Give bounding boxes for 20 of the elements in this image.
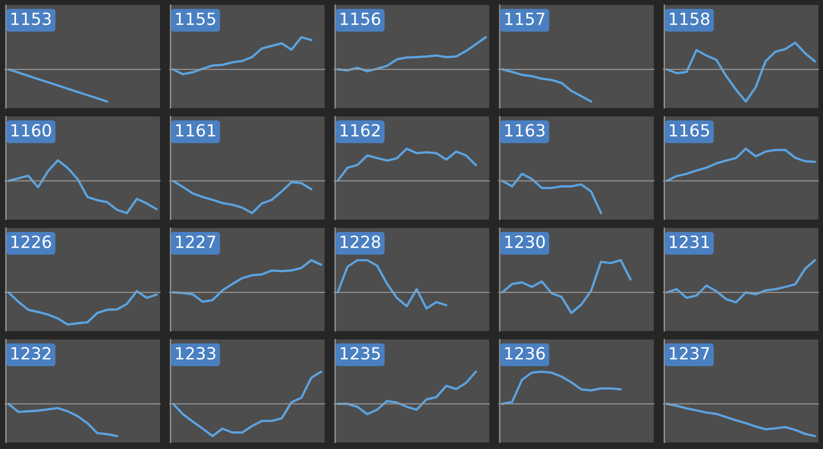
chart-title: 1163 [505,124,545,137]
chart-title: 1160 [11,124,51,137]
chart-title: 1156 [340,12,380,26]
chart-title: 1237 [670,347,710,360]
chart-title: 1158 [670,12,710,26]
chart-title: 1161 [176,124,216,137]
chart-title: 1230 [505,236,545,248]
chart-title: 1232 [11,347,50,360]
chart-title: 1236 [505,347,545,360]
chart-title: 1228 [340,236,380,248]
chart-title: 1226 [11,236,52,248]
chart-title: 1165 [670,124,710,137]
chart-title: 1227 [176,236,216,248]
chart-title: 1162 [340,124,380,137]
chart-title: 1155 [176,12,216,26]
chart-title: 1233 [176,347,216,360]
chart-title: 1235 [340,347,380,360]
chart-title: 1153 [11,12,51,26]
chart-title: 1231 [670,236,709,248]
chart-title: 1157 [505,12,544,26]
